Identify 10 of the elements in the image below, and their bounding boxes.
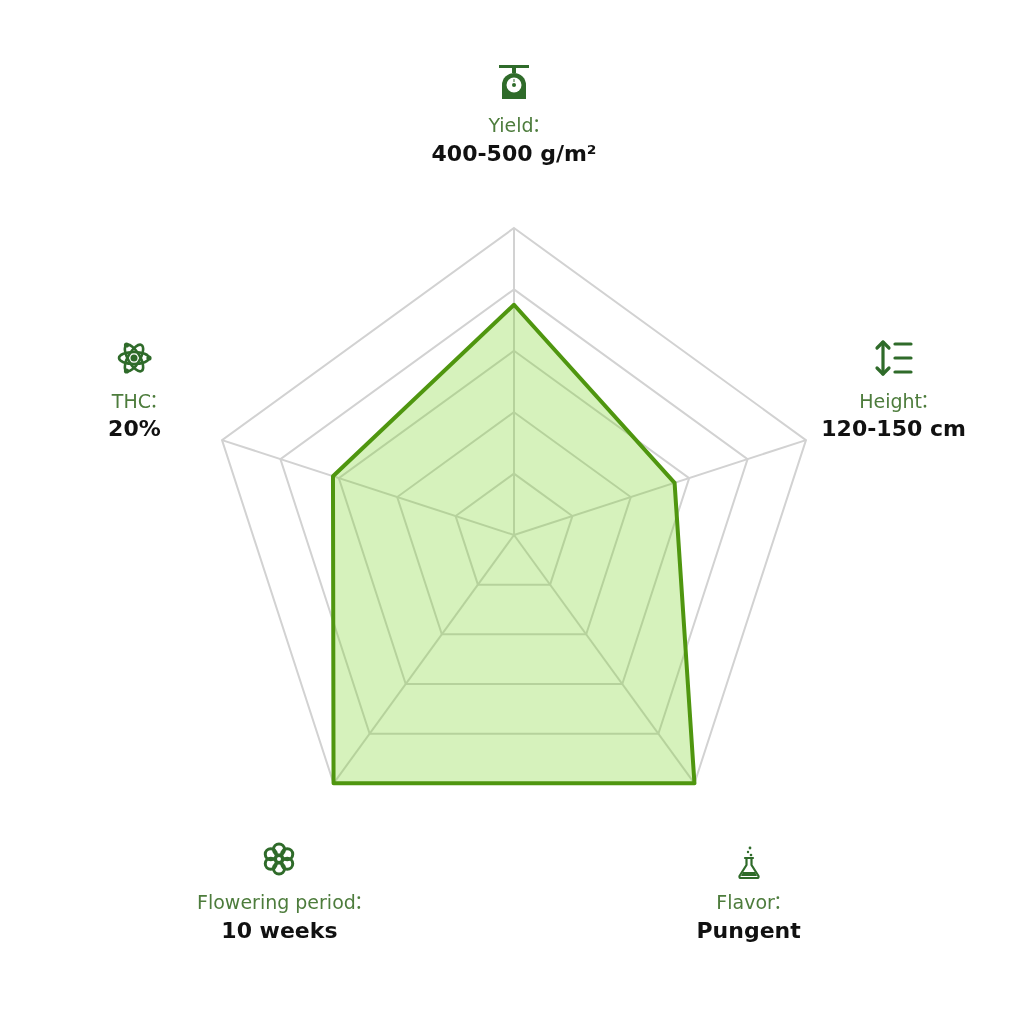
text: 120-150 cm: [821, 416, 966, 442]
spoke-label: Flowering period: [197, 890, 356, 913]
spoke-label: Height: [859, 389, 922, 412]
spoke-label: THC: [110, 389, 152, 412]
spoke-label: Flavor: [716, 890, 776, 913]
text: 20%: [108, 416, 161, 442]
text: Pungent: [696, 917, 801, 943]
text: 400-500 g/m²: [431, 140, 597, 166]
spoke-label: Yield: [487, 113, 534, 136]
text: 10 weeks: [221, 917, 338, 943]
